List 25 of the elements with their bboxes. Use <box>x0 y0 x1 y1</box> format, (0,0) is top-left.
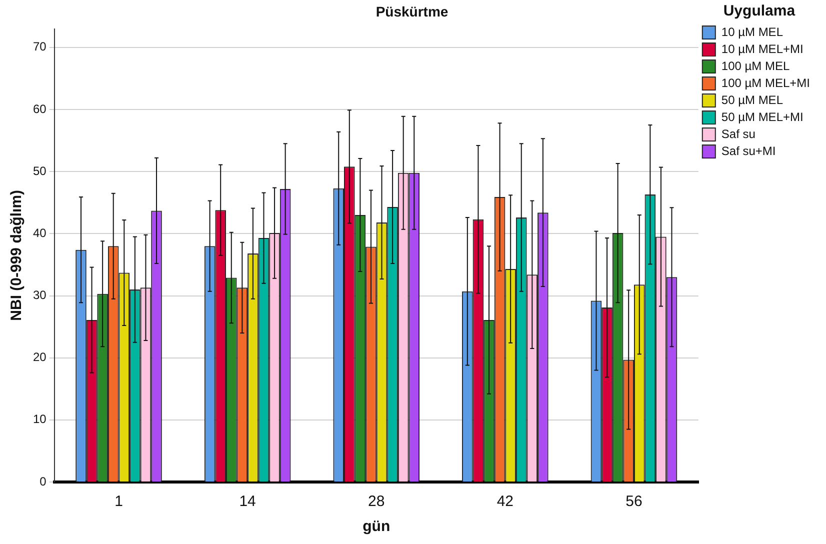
legend-label: 10 µM MEL <box>721 24 784 39</box>
y-tick-label: 60 <box>32 102 47 116</box>
y-tick-label: 10 <box>32 412 47 426</box>
legend-label: 100 µM MEL+MI <box>721 76 810 90</box>
legend-label: 100 µM MEL <box>721 58 790 73</box>
legend-label: 50 µM MEL+MI <box>721 110 804 124</box>
y-tick-label: 30 <box>32 288 47 302</box>
x-tick-label: 1 <box>114 493 123 510</box>
y-tick-label: 40 <box>32 226 47 240</box>
legend-label: Saf su+MI <box>721 144 776 158</box>
y-tick-label: 50 <box>32 164 47 178</box>
chart-title: Püskürtme <box>376 3 448 20</box>
y-tick-label: 70 <box>32 40 47 54</box>
x-tick-label: 28 <box>368 493 385 510</box>
x-tick-label: 14 <box>239 493 256 510</box>
legend-label: 50 µM MEL <box>721 92 784 107</box>
x-tick-label: 42 <box>496 493 514 510</box>
x-tick-label: 56 <box>626 493 642 510</box>
legend-title: Uygulama <box>723 2 796 20</box>
y-tick-label: 0 <box>40 474 47 488</box>
x-axis-title: gün <box>362 518 390 536</box>
legend-label: Saf su <box>721 126 756 141</box>
y-axis-title: NBI (0-999 dağlım) <box>8 190 26 321</box>
y-tick-label: 20 <box>32 350 47 364</box>
legend-label: 10 µM MEL+MI <box>721 42 804 56</box>
